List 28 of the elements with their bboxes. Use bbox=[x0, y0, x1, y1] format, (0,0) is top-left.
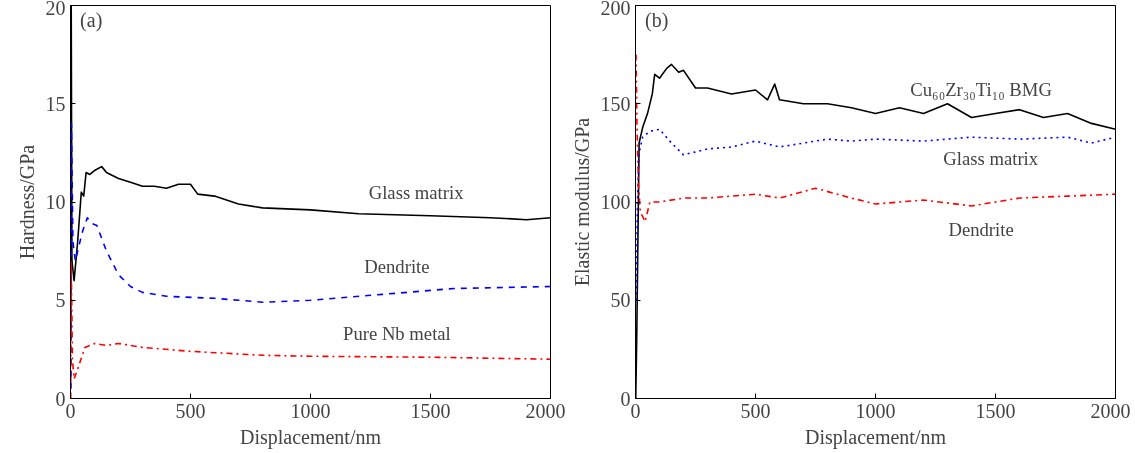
y-tick-label: 10 bbox=[45, 191, 66, 213]
annotation: (a) bbox=[80, 9, 103, 33]
series-label: Glass matrix bbox=[368, 181, 465, 203]
x-tick-label: 2000 bbox=[1090, 399, 1131, 422]
x-tick-label: 500 bbox=[175, 399, 206, 422]
y-tick-label: 50 bbox=[610, 289, 631, 312]
y-axis-title: Elastic modulus/GPa bbox=[570, 117, 593, 287]
series-label: Dendrite bbox=[364, 256, 430, 278]
x-tick-label: 1000 bbox=[290, 399, 331, 422]
series-label: Cu₆₀Zr₃₀Ti₁₀ BMG bbox=[910, 79, 1052, 101]
series-label: Glass matrix bbox=[943, 148, 1039, 170]
y-tick-label: 15 bbox=[45, 92, 66, 115]
y-tick-label: 150 bbox=[600, 92, 631, 115]
x-axis-title: Displacement/nm bbox=[239, 425, 382, 449]
x-tick-label: 1500 bbox=[410, 399, 451, 422]
x-tick-label: 500 bbox=[740, 399, 771, 422]
y-tick-label: 100 bbox=[600, 191, 631, 213]
y-tick-label: 5 bbox=[55, 289, 66, 312]
annotation: (b) bbox=[645, 9, 669, 33]
series-label: Pure Nb metal bbox=[343, 323, 451, 345]
x-tick-label: 1500 bbox=[975, 399, 1016, 422]
x-axis-title: Displacement/nm bbox=[804, 425, 947, 449]
x-tick-label: 1000 bbox=[855, 399, 896, 422]
y-tick-label: 200 bbox=[600, 0, 631, 19]
x-tick-label: 2000 bbox=[525, 399, 566, 422]
y-tick-label: 20 bbox=[45, 0, 66, 19]
y-axis-title: Hardness/GPa bbox=[15, 144, 38, 260]
series-label: Dendrite bbox=[948, 219, 1014, 241]
